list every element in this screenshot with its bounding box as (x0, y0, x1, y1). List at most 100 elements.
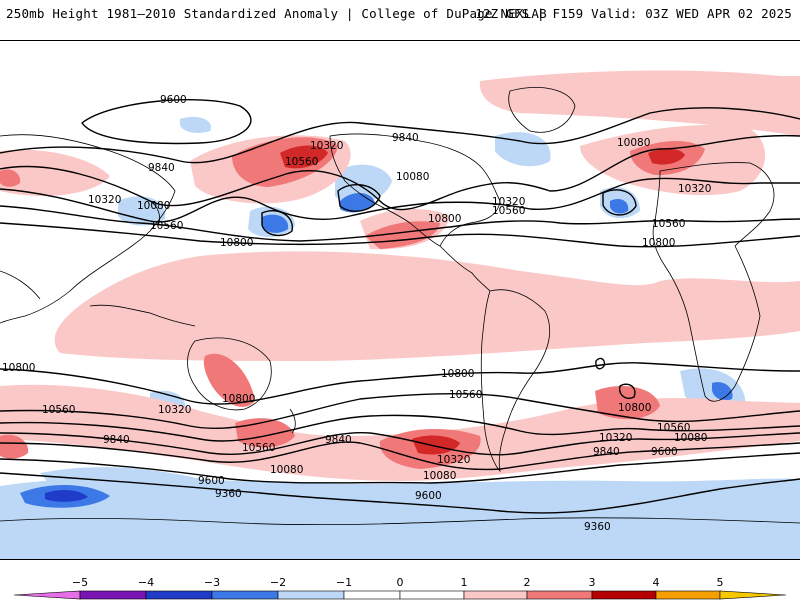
contour-label: 10800 (642, 237, 675, 249)
contour-label: 10080 (423, 470, 456, 482)
contour-9360-south (0, 472, 800, 514)
contour-10320-north (0, 177, 800, 223)
anomaly-neg2-asia (262, 214, 289, 233)
contour-9840-south (0, 441, 800, 471)
contour-label: 10560 (150, 220, 183, 232)
colorbar-segments (13, 590, 787, 600)
anomaly-map: 9600 9840 10320 10080 10560 10800 10320 … (0, 40, 800, 560)
colorbar-tick-label: 4 (653, 576, 660, 589)
contour-label: 9840 (103, 434, 130, 446)
anomaly-pos1-arctic (479, 70, 800, 136)
colorbar-tick-label: 3 (589, 576, 596, 589)
coast-india (0, 270, 41, 300)
anomaly-pos2-west-edge (0, 434, 29, 459)
coast-new-zealand (289, 408, 296, 434)
colorbar-seg-pos1 (463, 590, 528, 600)
contour-9840-north (0, 107, 800, 164)
contour-label: 10320 (310, 140, 343, 152)
colorbar-tick-label: −4 (138, 576, 154, 589)
contour-label: 10560 (657, 422, 690, 434)
colorbar-tick-label: 5 (717, 576, 724, 589)
contour-label: 9600 (198, 475, 225, 487)
contour-label: 10800 (2, 362, 35, 374)
model-run-info: 12Z GFS | F159 Valid: 03Z WED APR 02 202… (475, 6, 792, 21)
anomaly-pos3-south-indian (412, 435, 460, 455)
anomaly-pos3-north-pacific (280, 145, 328, 169)
contour-10560-north (0, 205, 800, 242)
colorbar-tick-label: 0 (397, 576, 404, 589)
contour-label: 9840 (148, 162, 175, 174)
anomaly-neg3-antarctic (45, 489, 88, 502)
colorbar: −5 −4 −3 −2 −1 0 1 2 3 4 5 (0, 560, 800, 600)
anomaly-pos3-europe (648, 148, 685, 165)
contour-label: 10080 (617, 137, 650, 149)
anomaly-neg1-hudson (495, 132, 551, 167)
anomaly-neg1-north (180, 116, 211, 134)
contour-label: 10800 (428, 213, 461, 225)
anomaly-neg1-antarctic (0, 477, 800, 559)
contour-low-atlantic (602, 189, 637, 216)
colorbar-seg-zero-pos (399, 590, 465, 600)
colorbar-seg-pos3 (591, 590, 657, 600)
coast-central-america (439, 245, 491, 292)
colorbar-seg-zero-neg (343, 590, 401, 600)
colorbar-seg-neg4 (79, 590, 147, 600)
contour-10800-north (0, 222, 800, 248)
colorbar-seg-pos4 (655, 590, 721, 600)
contour-10320-south (0, 414, 800, 442)
contour-10080-north (0, 134, 800, 211)
contour-label: 10320 (599, 432, 632, 444)
coastlines (0, 87, 800, 526)
colorbar-tick-label: 1 (461, 576, 468, 589)
colorbar-arrow-left (13, 590, 81, 600)
contour-label: 9600 (651, 446, 678, 458)
negative-anomaly-fills (0, 116, 800, 559)
contour-labels: 9600 9840 10320 10080 10560 10800 10320 … (2, 94, 711, 533)
contour-label: 9600 (415, 490, 442, 502)
contour-label: 10320 (492, 196, 525, 208)
colorbar-svg: −5 −4 −3 −2 −1 0 1 2 3 4 5 (13, 576, 787, 600)
colorbar-tick-label: −3 (204, 576, 220, 589)
coast-north-america (329, 133, 501, 247)
contour-label: 10320 (437, 454, 470, 466)
contour-label: 10080 (674, 432, 707, 444)
contour-label: 10560 (449, 389, 482, 401)
contour-9600-north-pacific (81, 99, 252, 145)
coast-south-america (480, 289, 551, 473)
contour-low-asia (261, 210, 293, 237)
map-canvas: 9600 9840 10320 10080 10560 10800 10320 … (0, 70, 800, 559)
contour-label: 9840 (392, 132, 419, 144)
anomaly-pos1-tropics (54, 251, 800, 361)
anomaly-pos1-band-north (0, 149, 110, 196)
contour-label: 10560 (492, 205, 525, 217)
positive-anomaly-fills (0, 70, 800, 481)
coast-asia-east (0, 134, 176, 324)
coast-europe-africa (652, 162, 775, 402)
colorbar-tick-label: −5 (72, 576, 88, 589)
contour-label: 10800 (222, 393, 255, 405)
contour-label: 10800 (220, 237, 253, 249)
colorbar-tick-label: 2 (524, 576, 531, 589)
anomaly-neg2-atlantic (610, 199, 629, 214)
contour-label: 10320 (88, 194, 121, 206)
anomaly-pos2-south-atlantic (595, 386, 660, 420)
contour-10560-south (0, 393, 800, 429)
colorbar-seg-pos2 (526, 590, 593, 600)
anomaly-pos2-australia-se (203, 353, 255, 407)
contour-label: 9360 (584, 521, 611, 533)
map-title: 250mb Height 1981–2010 Standardized Anom… (6, 6, 547, 21)
contour-low-pacific (337, 184, 381, 212)
contour-label: 9840 (325, 434, 352, 446)
contour-label: 10560 (42, 404, 75, 416)
anomaly-pos2-west-asia (0, 169, 21, 187)
contour-small-low-indian (619, 383, 636, 399)
colorbar-seg-neg1 (277, 590, 345, 600)
contour-label: 10560 (242, 442, 275, 454)
contour-label: 9840 (593, 446, 620, 458)
contour-label: 10080 (137, 200, 170, 212)
height-contours (0, 99, 800, 514)
coast-antarctica (0, 517, 800, 526)
contour-small-low-south-atlantic (595, 357, 606, 370)
contour-10080-south (0, 431, 800, 456)
contour-label: 10080 (396, 171, 429, 183)
